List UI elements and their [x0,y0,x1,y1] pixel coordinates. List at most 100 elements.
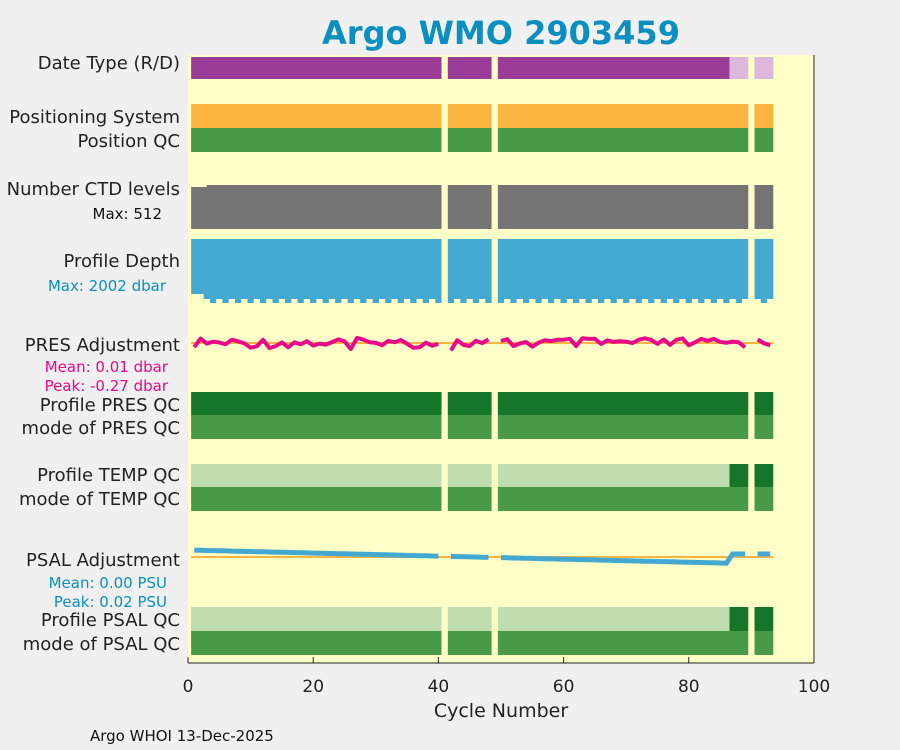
date_type-bar [497,57,730,79]
psal_mode-bar [447,631,492,655]
ctd-bar [754,185,774,229]
depth-max-label: Max: 2002 dbar [48,277,167,295]
row-label-ctd-levels: Number CTD levels [7,179,180,200]
depth-notch [554,299,561,303]
depth-notch [479,299,486,303]
psal_qc-bar-alt [754,607,774,631]
psal-adjustment-line [500,551,746,566]
date_type-bar [447,57,492,79]
depth-notch [754,299,761,303]
row-label-profile-psal-qc: Profile PSAL QC [41,610,180,631]
chart-title: Argo WMO 2903459 [322,14,680,52]
depth-notch [278,299,286,303]
depth-notch [716,299,724,303]
depth-notch [316,299,323,303]
depth-notch [216,299,223,303]
pres-adjustment-line [449,337,490,352]
depth-notch [579,299,586,303]
row-label-psal-adjustment: PSAL Adjustment [26,550,180,571]
depth-notch [454,299,461,303]
ctd-bar [191,185,442,229]
pres_qc-bar [497,392,749,415]
depth-notch [516,299,523,303]
depth-notch [341,299,348,303]
pres_mode-bar [191,415,442,439]
depth-notch [691,299,699,303]
row-label-pres-adjustment: PRES Adjustment [25,335,180,356]
ctd-bar [447,185,492,229]
depth-notch [203,299,210,303]
pres_mode-bar [447,415,492,439]
psal-peak-label: Peak: 0.02 PSU [54,593,167,611]
chart-marks [191,57,774,655]
pres_qc-bar [191,392,442,415]
depth-notch [241,299,248,303]
pres-adjustment-line [500,336,747,349]
pres-peak-label: Peak: -0.27 dbar [45,377,169,395]
depth-notch [566,299,573,303]
pos_qc-bar [191,128,442,152]
depth-notch [704,299,711,303]
psal-mean-label: Mean: 0.00 PSU [49,574,167,592]
row-label-profile-temp-qc: Profile TEMP QC [37,465,180,486]
row-label-profile-depth: Profile Depth [63,251,180,272]
temp_mode-bar [191,487,442,511]
depth-bar [497,239,749,303]
depth-notch [654,299,661,303]
date_type-bar-alt [729,57,749,79]
pos_sys-bar [497,104,749,128]
pos_qc-bar [754,128,774,152]
footer-credit: Argo WHOI 13-Dec-2025 [90,727,274,745]
row-label-mode-temp-qc: mode of TEMP QC [19,489,180,510]
x-tick-label: 20 [302,677,324,697]
row-label-date-type: Date Type (R/D) [38,53,180,74]
x-axis-label: Cycle Number [434,700,568,722]
pos_sys-bar [754,104,774,128]
row-label-mode-psal-qc: mode of PSAL QC [23,634,180,655]
pres_mode-bar [497,415,749,439]
depth-notch [742,299,749,303]
depth-notch [429,299,436,303]
temp_mode-bar [497,487,749,511]
temp_mode-bar [447,487,492,511]
depth-bar [447,239,492,303]
date_type-bar [191,57,442,79]
temp_mode-bar [754,487,774,511]
depth-notch [291,299,298,303]
pos_qc-bar [497,128,749,152]
date_type-bar-alt [754,57,774,79]
depth-notch [616,299,624,303]
depth-notch [729,299,736,303]
depth-notch [504,299,511,303]
depth-notch [403,299,411,303]
depth-notch [328,299,336,303]
pos_sys-bar [191,104,442,128]
ctd-notch [191,185,207,187]
psal-adjustment-line [450,553,489,560]
pres_qc-bar [754,392,774,415]
psal_qc-bar-alt [729,607,749,631]
ctd-bar [497,185,749,229]
pres-adjustment-line [192,336,439,351]
pres_qc-bar [447,392,492,415]
depth-notch [767,299,774,303]
depth-notch [466,299,473,303]
depth-bar [191,239,442,303]
depth-notch [253,299,260,303]
depth-notch [591,299,599,303]
temp_qc-bar [497,464,730,487]
psal_qc-bar [497,607,730,631]
depth-notch [391,299,398,303]
psal_qc-bar [191,607,442,631]
x-tick-label: 80 [678,677,700,697]
psal_mode-bar [497,631,749,655]
depth-notch [266,299,273,303]
depth-notch [641,299,649,303]
depth-bar [754,239,774,303]
depth-notch [366,299,373,303]
temp_qc-bar-alt [754,464,774,487]
depth-notch [191,294,204,303]
temp_qc-bar [191,464,442,487]
row-label-position-qc: Position QC [77,131,180,152]
row-label-mode-pres-qc: mode of PRES QC [22,418,180,439]
